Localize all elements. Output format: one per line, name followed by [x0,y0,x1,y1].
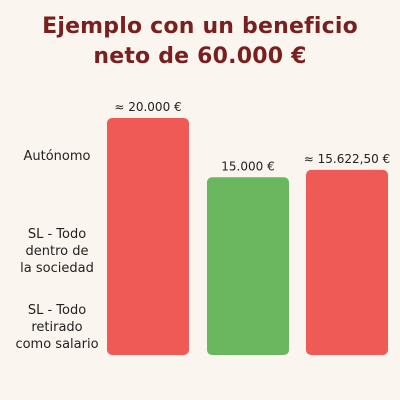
chart-title-line-1: Ejemplo con un beneficio [42,14,358,39]
category-label-sl-salario: SL - Todo retirado como salario [15,303,99,352]
category-label-sl-sociedad: SL - Todo dentro de la sociedad [20,227,94,276]
bar-sl-salario [306,169,388,355]
data-label-sl-salario: ≈ 15.622,50 € [304,152,390,166]
bar-autonomo [107,118,189,355]
data-label-sl-sociedad: 15.000 € [221,159,274,173]
bar-sl-sociedad [207,177,289,355]
category-label-autonomo: Autónomo [23,149,91,164]
chart-title-line-2: neto de 60.000 € [93,44,307,69]
data-label-autonomo: ≈ 20.000 € [114,100,181,114]
